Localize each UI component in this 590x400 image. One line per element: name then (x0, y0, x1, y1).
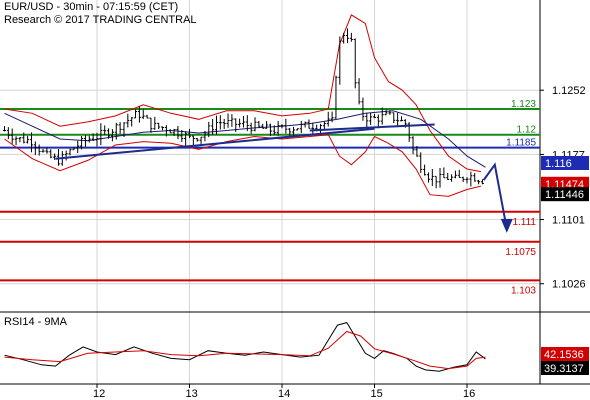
level-label: 1.111 (512, 217, 536, 228)
bollinger-lower-band (4, 134, 482, 197)
y-axis-tick-label: 1.1026 (552, 279, 586, 291)
x-axis-tick-label: 12 (93, 388, 105, 400)
rsi-ma-line (4, 330, 486, 370)
level-label: 1.1185 (506, 138, 536, 149)
x-axis-tick-label: 15 (371, 388, 383, 400)
rsi-line (4, 322, 486, 372)
rsi-panel-title: RSI14 - 9MA (4, 316, 67, 328)
level-label: 1.123 (511, 99, 536, 110)
x-axis-tick-label: 13 (186, 388, 198, 400)
y-axis-tick-label: 1.1252 (552, 85, 586, 97)
x-axis-tick-label: 14 (278, 388, 290, 400)
y-axis-tick-label: 1.1101 (552, 215, 585, 227)
rsi-value-box (541, 361, 589, 375)
bollinger-upper-band (4, 14, 481, 173)
rsi-value-box (541, 347, 589, 361)
forecast-arrowhead (500, 218, 513, 233)
trendline (309, 123, 435, 132)
rsi-value-label: 42.1536 (544, 349, 584, 361)
x-axis-tick-label: 16 (463, 388, 475, 400)
level-label: 1.12 (517, 125, 537, 136)
price-box (541, 155, 589, 170)
chart-title: EUR/USD - 30min - 07:15:59 (CET) (4, 1, 179, 13)
price-box-label: 1.116 (545, 158, 572, 170)
price-box (541, 187, 589, 202)
level-label: 1.1075 (505, 247, 536, 258)
price-box-label: 1.11446 (545, 189, 584, 201)
trendline (55, 127, 375, 160)
forecast-arrow-line (482, 162, 508, 230)
rsi-value-label: 39.3137 (544, 363, 584, 375)
chart-credit: Research © 2017 TRADING CENTRAL (4, 14, 197, 26)
level-label: 1.103 (511, 285, 536, 296)
